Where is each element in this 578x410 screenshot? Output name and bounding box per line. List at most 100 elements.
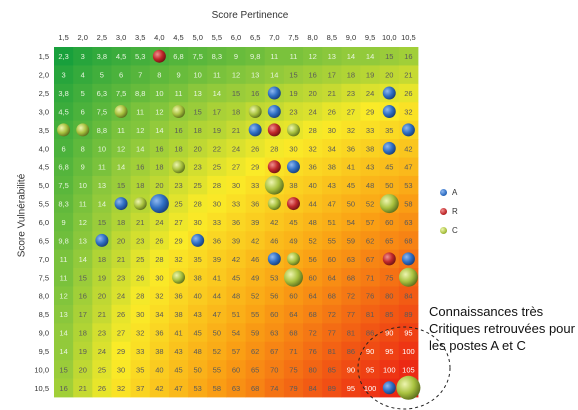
heatmap-cell [73, 175, 93, 195]
bubble-c [172, 270, 186, 284]
cell-value-label: 9 [176, 71, 180, 80]
cell-value-label: 36 [308, 163, 316, 172]
heatmap-cell [73, 65, 93, 85]
cell-value-label: 33 [232, 200, 240, 209]
legend-label-r: R [452, 207, 458, 216]
cell-value-label: 16 [404, 52, 412, 61]
heatmap-cell [341, 83, 361, 103]
heatmap-cell [188, 102, 208, 122]
heatmap-cell [226, 157, 246, 177]
heatmap-cell [111, 360, 132, 379]
cell-value-label: 10 [155, 89, 163, 98]
heatmap-cell [245, 323, 266, 343]
cell-value-label: 55 [213, 365, 221, 374]
bubble-c [76, 123, 90, 137]
cell-value-label: 67 [366, 255, 374, 264]
cell-value-label: 9 [61, 218, 65, 227]
heatmap-cell [303, 102, 323, 122]
bubble-a [382, 104, 396, 118]
heatmap-cell [207, 231, 227, 251]
cell-value-label: 46 [270, 236, 278, 245]
cell-value-label: 95 [366, 365, 374, 374]
cell-value-label: 56 [308, 255, 316, 264]
heatmap-cell [322, 194, 342, 214]
bubble-r [286, 197, 300, 211]
cell-value-label: 43 [366, 163, 374, 172]
cell-value-label: 43 [328, 181, 336, 190]
x-tick-label: 10,5 [401, 33, 416, 42]
heatmap-cell [341, 47, 361, 66]
cell-value-label: 57 [366, 218, 374, 227]
bubble-a [114, 197, 128, 211]
heatmap-cell [226, 212, 246, 232]
heatmap-cell [303, 194, 323, 214]
heatmap-cell [264, 65, 285, 85]
heatmap-cell [188, 139, 208, 158]
heatmap-cell [322, 378, 342, 398]
cell-value-label: 20 [98, 292, 106, 301]
cell-value-label: 60 [232, 365, 240, 374]
heatmap-cell [360, 65, 381, 85]
cell-value-label: 68 [347, 273, 355, 282]
cell-value-label: 6 [61, 144, 65, 153]
annotation-dashed-circle [357, 326, 451, 410]
cell-value-label: 27 [232, 163, 240, 172]
heatmap-cell [130, 231, 151, 251]
x-tick-label: 9,0 [346, 33, 356, 42]
cell-value-label: 24 [117, 292, 125, 301]
heatmap-cell [398, 231, 419, 251]
cell-value-label: 32 [155, 292, 163, 301]
cell-value-label: 100 [383, 365, 396, 374]
heatmap-cell [226, 47, 246, 66]
cell-value-label: 45 [194, 329, 202, 338]
cell-value-label: 68 [289, 329, 297, 338]
cell-value-label: 14 [347, 52, 355, 61]
heatmap-cell [360, 175, 381, 195]
heatmap-cell [322, 360, 342, 379]
cell-value-label: 84 [404, 292, 412, 301]
heatmap-cell [54, 286, 74, 306]
cell-value-label: 20 [194, 144, 202, 153]
heatmap-cell [207, 286, 227, 306]
cell-value-label: 68 [308, 310, 316, 319]
cell-value-label: 8,3 [212, 52, 222, 61]
bubble-c [286, 252, 300, 266]
heatmap-cell [360, 194, 381, 214]
heatmap-cell [379, 341, 400, 361]
heatmap-cell [149, 231, 170, 251]
bubble-c [396, 375, 421, 400]
heatmap-cell [341, 120, 361, 140]
cell-value-label: 52 [251, 292, 259, 301]
heatmap-cell [130, 65, 151, 85]
heatmap-cell [322, 175, 342, 195]
heatmap-cell [92, 157, 112, 177]
heatmap-cell [92, 47, 112, 66]
y-tick-label: 5,5 [39, 200, 49, 209]
heatmap-cell [341, 304, 361, 324]
cell-value-label: 16 [59, 384, 67, 393]
heatmap-cell [188, 304, 208, 324]
cell-value-label: 68 [328, 292, 336, 301]
cell-value-label: 30 [136, 310, 144, 319]
cell-value-label: 80 [308, 365, 316, 374]
cell-value-label: 63 [232, 384, 240, 393]
cell-value-label: 89 [404, 310, 412, 319]
bubble-r [267, 160, 281, 174]
x-tick-label: 6,5 [250, 33, 260, 42]
cell-value-label: 18 [117, 218, 125, 227]
heatmap-cell [303, 212, 323, 232]
heatmap-cell [398, 341, 419, 361]
heatmap-cell [398, 286, 419, 306]
cell-value-label: 7,5 [58, 181, 68, 190]
cell-value-label: 67 [270, 347, 278, 356]
legend-marker-a [440, 189, 447, 196]
cell-value-label: 29 [174, 236, 182, 245]
cell-value-label: 63 [270, 329, 278, 338]
heatmap-cell [283, 83, 304, 103]
cell-value-label: 45 [174, 365, 182, 374]
bubble-a [401, 123, 415, 137]
cell-value-label: 74 [270, 384, 278, 393]
cell-value-label: 95 [404, 329, 412, 338]
heatmap-cell [111, 304, 132, 324]
